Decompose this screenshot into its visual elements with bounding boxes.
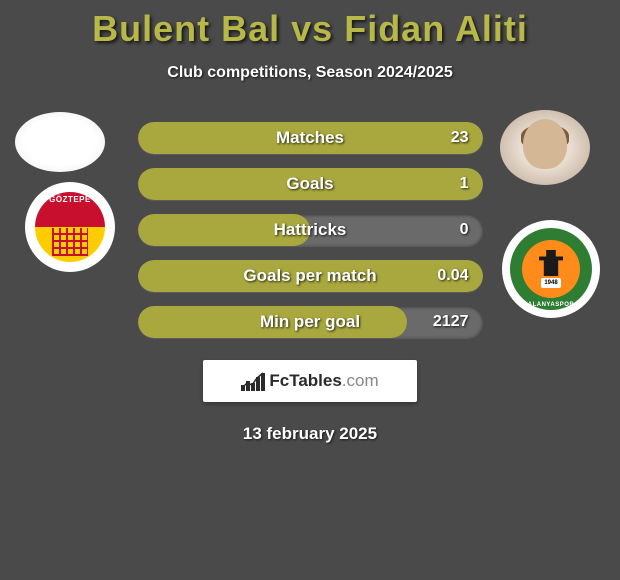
stat-bar: Goals per match0.04 <box>138 260 483 292</box>
stat-value: 0 <box>460 214 469 246</box>
stat-value: 0.04 <box>437 260 468 292</box>
brand-tld: .com <box>342 371 379 390</box>
photo-face <box>523 119 567 169</box>
stats-area: GÖZTEPE 1948 ALANYASPOR Matches23 Goals1 H… <box>0 122 620 352</box>
subtitle: Club competitions, Season 2024/2025 <box>0 64 620 82</box>
brand-box[interactable]: FcTables.com <box>203 360 417 402</box>
club-badge-right: 1948 ALANYASPOR <box>502 220 600 318</box>
brand-text: FcTables.com <box>269 371 378 391</box>
goztepe-badge: GÖZTEPE <box>35 192 105 262</box>
chart-icon <box>241 371 265 391</box>
player-photo-left <box>15 112 105 172</box>
comparison-card: Bulent Bal vs Fidan Aliti Club competiti… <box>0 0 620 444</box>
stat-bars: Matches23 Goals1 Hattricks0 Goals per match… <box>138 122 483 338</box>
page-title: Bulent Bal vs Fidan Aliti <box>0 0 620 50</box>
stat-label: Goals per match <box>138 260 483 292</box>
goztepe-text: GÖZTEPE <box>35 195 105 204</box>
alanya-badge: 1948 ALANYASPOR <box>510 228 592 310</box>
player-photo-right <box>500 110 590 185</box>
stat-value: 1 <box>460 168 469 200</box>
tower-icon <box>539 250 563 276</box>
stat-bar: Goals1 <box>138 168 483 200</box>
stat-label: Min per goal <box>138 306 483 338</box>
stat-bar: Hattricks0 <box>138 214 483 246</box>
stat-label: Goals <box>138 168 483 200</box>
club-badge-left: GÖZTEPE <box>25 182 115 272</box>
stat-value: 2127 <box>433 306 469 338</box>
alanya-inner: 1948 <box>522 240 580 298</box>
alanya-year: 1948 <box>541 278 561 288</box>
stat-label: Matches <box>138 122 483 154</box>
stat-bar: Min per goal2127 <box>138 306 483 338</box>
stat-bar: Matches23 <box>138 122 483 154</box>
goztepe-net-icon <box>52 228 88 256</box>
date-label: 13 february 2025 <box>0 424 620 444</box>
stat-label: Hattricks <box>138 214 483 246</box>
brand-name: FcTables <box>269 371 341 390</box>
stat-value: 23 <box>451 122 469 154</box>
alanya-text: ALANYASPOR <box>528 302 574 308</box>
